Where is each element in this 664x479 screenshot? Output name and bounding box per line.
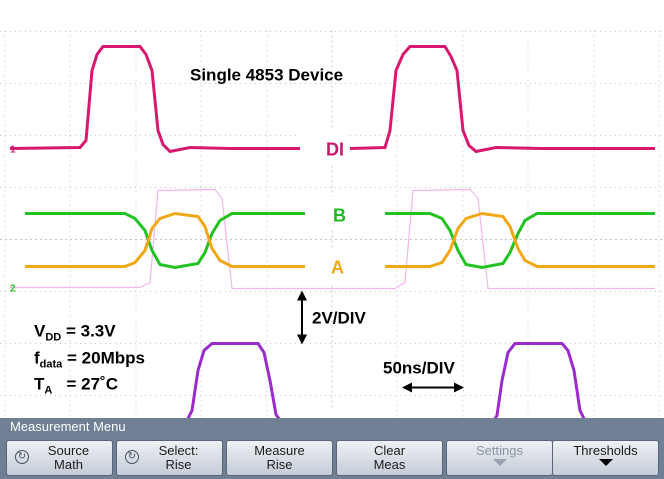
vdd-annotation: VDD = 3.3V [34, 322, 116, 344]
ta-annotation: TA = 27˚C [34, 375, 118, 397]
ta-subscript: A [44, 385, 52, 397]
a-label: A [331, 258, 344, 278]
down-arrow-icon [598, 459, 613, 466]
settings-softkey[interactable]: Settings [446, 440, 553, 476]
softkey-value: Math [54, 457, 83, 472]
rotate-knob-icon: ↻ [125, 450, 139, 464]
softkey-value: Meas [373, 457, 406, 472]
time-scale-label: 50ns/DIV [383, 359, 455, 378]
menu-title: Measurement Menu [0, 418, 664, 436]
softkey-label: Thresholds [573, 443, 638, 458]
fdata-annotation: fdata = 20Mbps [34, 349, 145, 371]
softkey-bar: ↻ Source Math ↻ Select: Rise Measure Ris… [0, 436, 664, 479]
select-softkey[interactable]: ↻ Select: Rise [116, 440, 223, 476]
fdata-value: = 20Mbps [62, 349, 145, 368]
math-trace [10, 188, 655, 290]
di-label-bg [300, 130, 348, 165]
a-label-bg [305, 248, 383, 283]
ta-value: = 27˚C [52, 375, 118, 394]
softkey-label: Measure [254, 443, 305, 458]
softkey-label: Select: [158, 443, 199, 458]
down-arrow-icon [492, 459, 507, 466]
measure-softkey[interactable]: Measure Rise [226, 440, 333, 476]
di-label: DI [326, 140, 344, 160]
vdd-symbol: V [34, 322, 46, 341]
softkey-label: Source [47, 443, 90, 458]
fdata-symbol: f [34, 349, 40, 368]
b-label: B [333, 206, 346, 226]
vertical-scale-label: 2V/DIV [312, 309, 367, 328]
b-trace [25, 212, 655, 270]
clear-meas-softkey[interactable]: Clear Meas [336, 440, 443, 476]
rotate-knob-icon: ↻ [15, 450, 29, 464]
vertical-scale-arrow-icon [297, 290, 307, 345]
softkey-value: Rise [266, 457, 293, 472]
source-softkey[interactable]: ↻ Source Math [6, 440, 113, 476]
ta-symbol: T [34, 375, 45, 394]
fdata-subscript: data [40, 359, 64, 371]
softkey-label: Settings [476, 443, 523, 458]
a-trace [25, 211, 655, 268]
vdd-value: = 3.3V [61, 322, 116, 341]
softkey-value: Rise [165, 457, 192, 472]
b-label-bg [305, 196, 383, 231]
softkey-label: Clear [373, 443, 406, 458]
ch2-marker: 2 [10, 284, 16, 295]
thresholds-softkey[interactable]: Thresholds [552, 440, 659, 476]
di-trace [9, 45, 655, 154]
ch1-marker: 1 [10, 145, 16, 156]
horizontal-scale-arrow-icon [402, 382, 464, 393]
vdd-subscript: DD [45, 332, 61, 344]
chart-title: Single 4853 Device [190, 66, 343, 85]
